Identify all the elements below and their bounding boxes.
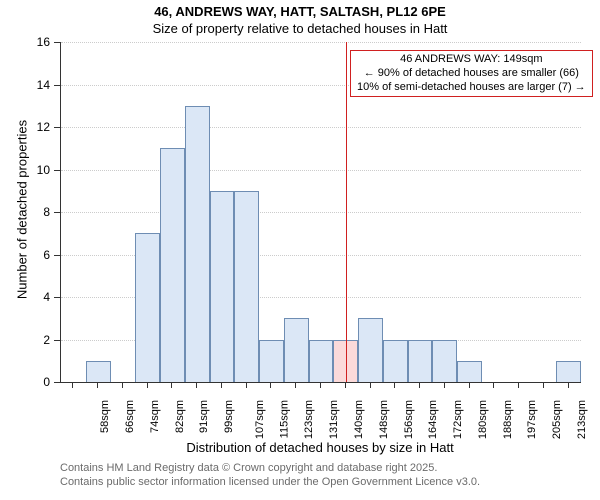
x-axis-label: Distribution of detached houses by size … — [60, 440, 580, 455]
histogram-bar — [432, 340, 457, 383]
x-tick-label: 205sqm — [551, 400, 563, 439]
histogram-bar — [408, 340, 433, 383]
histogram-bar — [358, 318, 383, 382]
x-tick-label: 180sqm — [477, 400, 489, 439]
x-tick-label: 213sqm — [576, 400, 588, 439]
histogram-bar — [160, 148, 185, 382]
histogram-bar — [86, 361, 111, 382]
x-tick-mark — [493, 382, 494, 388]
x-tick-mark — [419, 382, 420, 388]
x-tick-mark — [97, 382, 98, 388]
y-tick-label: 14 — [0, 78, 50, 92]
x-tick-label: 140sqm — [353, 400, 365, 439]
histogram-bar — [284, 318, 309, 382]
y-tick-mark — [54, 85, 60, 86]
x-tick-mark — [320, 382, 321, 388]
histogram-bar — [135, 233, 160, 382]
x-tick-mark — [270, 382, 271, 388]
x-tick-label: 148sqm — [378, 400, 390, 439]
histogram-bar — [185, 106, 210, 382]
y-tick-mark — [54, 170, 60, 171]
x-tick-label: 164sqm — [427, 400, 439, 439]
footer-attribution: Contains HM Land Registry data © Crown c… — [60, 462, 480, 490]
x-tick-mark — [345, 382, 346, 388]
x-tick-label: 107sqm — [254, 400, 266, 439]
histogram-bar — [457, 361, 482, 382]
y-tick-mark — [54, 382, 60, 383]
x-tick-mark — [171, 382, 172, 388]
x-tick-mark — [543, 382, 544, 388]
y-tick-mark — [54, 212, 60, 213]
x-tick-label: 115sqm — [278, 400, 290, 438]
grid-line — [61, 212, 581, 213]
x-tick-label: 91sqm — [198, 400, 210, 433]
x-tick-label: 99sqm — [223, 400, 235, 433]
x-tick-mark — [196, 382, 197, 388]
y-tick-label: 0 — [0, 375, 50, 389]
x-tick-mark — [221, 382, 222, 388]
grid-line — [61, 42, 581, 43]
x-tick-mark — [469, 382, 470, 388]
x-tick-mark — [246, 382, 247, 388]
histogram-chart: 46, ANDREWS WAY, HATT, SALTASH, PL12 6PE… — [0, 0, 600, 500]
footer-line-1: Contains HM Land Registry data © Crown c… — [60, 462, 480, 476]
x-tick-label: 58sqm — [99, 400, 111, 433]
histogram-bar — [556, 361, 581, 382]
footer-line-2: Contains public sector information licen… — [60, 476, 480, 490]
x-tick-label: 197sqm — [526, 400, 538, 439]
reference-line — [346, 42, 347, 382]
y-tick-mark — [54, 127, 60, 128]
y-tick-mark — [54, 42, 60, 43]
histogram-bar — [234, 191, 259, 382]
x-tick-mark — [444, 382, 445, 388]
histogram-bar — [383, 340, 408, 383]
histogram-bar — [309, 340, 334, 383]
callout-box: 46 ANDREWS WAY: 149sqm ← 90% of detached… — [350, 50, 593, 97]
x-tick-label: 66sqm — [124, 400, 136, 433]
chart-title: 46, ANDREWS WAY, HATT, SALTASH, PL12 6PE — [0, 4, 600, 19]
callout-line-1: 46 ANDREWS WAY: 149sqm — [357, 53, 586, 67]
x-tick-label: 123sqm — [304, 400, 316, 439]
x-tick-mark — [370, 382, 371, 388]
x-tick-label: 74sqm — [149, 400, 161, 433]
y-tick-mark — [54, 255, 60, 256]
chart-subtitle: Size of property relative to detached ho… — [0, 21, 600, 36]
x-tick-label: 156sqm — [403, 400, 415, 439]
x-tick-label: 172sqm — [452, 400, 464, 439]
histogram-bar — [259, 340, 284, 383]
x-tick-mark — [122, 382, 123, 388]
x-tick-mark — [72, 382, 73, 388]
x-tick-mark — [518, 382, 519, 388]
grid-line — [61, 127, 581, 128]
callout-line-3: 10% of semi-detached houses are larger (… — [357, 81, 586, 95]
y-axis-label: Number of detached properties — [15, 110, 30, 310]
grid-line — [61, 170, 581, 171]
y-tick-label: 2 — [0, 333, 50, 347]
x-tick-label: 82sqm — [174, 400, 186, 433]
x-tick-mark — [394, 382, 395, 388]
histogram-bar — [210, 191, 235, 382]
x-tick-mark — [147, 382, 148, 388]
y-tick-mark — [54, 297, 60, 298]
x-tick-mark — [295, 382, 296, 388]
y-tick-label: 16 — [0, 35, 50, 49]
y-tick-mark — [54, 340, 60, 341]
x-tick-label: 188sqm — [502, 400, 514, 439]
callout-line-2: ← 90% of detached houses are smaller (66… — [357, 67, 586, 81]
x-tick-label: 131sqm — [328, 400, 340, 439]
x-tick-mark — [568, 382, 569, 388]
